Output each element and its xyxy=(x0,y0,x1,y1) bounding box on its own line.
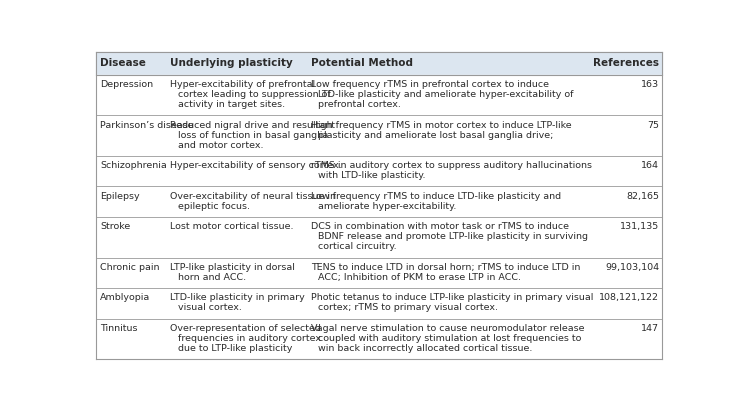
Text: Over-excitability of neural tissue in: Over-excitability of neural tissue in xyxy=(170,192,337,201)
Text: References: References xyxy=(593,58,659,68)
Text: Epilepsy: Epilepsy xyxy=(100,192,140,201)
Text: Hyper-excitability of sensory cortex.: Hyper-excitability of sensory cortex. xyxy=(170,161,342,170)
Text: Over-representation of selected: Over-representation of selected xyxy=(170,324,321,333)
Text: plasticity and ameliorate lost basal ganglia drive;: plasticity and ameliorate lost basal gan… xyxy=(318,131,554,140)
Text: 82,165: 82,165 xyxy=(626,192,659,201)
Text: Hyper-excitability of prefrontal: Hyper-excitability of prefrontal xyxy=(170,80,315,89)
Text: and motor cortex.: and motor cortex. xyxy=(178,141,263,150)
Bar xyxy=(96,156,662,187)
Bar xyxy=(96,52,662,75)
Text: 75: 75 xyxy=(647,121,659,129)
Text: epileptic focus.: epileptic focus. xyxy=(178,202,250,211)
Text: Vagal nerve stimulation to cause neuromodulator release: Vagal nerve stimulation to cause neuromo… xyxy=(311,324,584,333)
Bar xyxy=(96,75,662,115)
Bar xyxy=(96,319,662,359)
Text: Amblyopia: Amblyopia xyxy=(100,293,150,302)
Text: 164: 164 xyxy=(641,161,659,170)
Text: 163: 163 xyxy=(641,80,659,89)
Text: Tinnitus: Tinnitus xyxy=(100,324,138,333)
Text: Reduced nigral drive and resultant: Reduced nigral drive and resultant xyxy=(170,121,335,129)
Bar xyxy=(96,288,662,319)
Text: LTP-like plasticity in dorsal: LTP-like plasticity in dorsal xyxy=(170,263,295,272)
Text: BDNF release and promote LTP-like plasticity in surviving: BDNF release and promote LTP-like plasti… xyxy=(318,232,588,241)
Text: Parkinson’s disease: Parkinson’s disease xyxy=(100,121,194,129)
Text: Low frequency rTMS in prefrontal cortex to induce: Low frequency rTMS in prefrontal cortex … xyxy=(311,80,548,89)
Text: Stroke: Stroke xyxy=(100,222,130,231)
Text: cortex leading to suppression of: cortex leading to suppression of xyxy=(178,90,331,99)
Text: Lost motor cortical tissue.: Lost motor cortical tissue. xyxy=(170,222,294,231)
Text: 99,103,104: 99,103,104 xyxy=(605,263,659,272)
Text: DCS in combination with motor task or rTMS to induce: DCS in combination with motor task or rT… xyxy=(311,222,569,231)
Text: Photic tetanus to induce LTP-like plasticity in primary visual: Photic tetanus to induce LTP-like plasti… xyxy=(311,293,593,302)
Text: horn and ACC.: horn and ACC. xyxy=(178,273,246,282)
Text: 108,121,122: 108,121,122 xyxy=(599,293,659,302)
Text: Schizophrenia: Schizophrenia xyxy=(100,161,167,170)
Text: Chronic pain: Chronic pain xyxy=(100,263,160,272)
Text: LTD-like plasticity in primary: LTD-like plasticity in primary xyxy=(170,293,305,302)
Bar xyxy=(96,115,662,156)
Text: Depression: Depression xyxy=(100,80,153,89)
Text: visual cortex.: visual cortex. xyxy=(178,303,242,312)
Text: Potential Method: Potential Method xyxy=(311,58,413,68)
Text: 147: 147 xyxy=(641,324,659,333)
Bar xyxy=(96,217,662,258)
Text: Underlying plasticity: Underlying plasticity xyxy=(170,58,293,68)
Text: rTMS in auditory cortex to suppress auditory hallucinations: rTMS in auditory cortex to suppress audi… xyxy=(311,161,592,170)
Text: cortical circuitry.: cortical circuitry. xyxy=(318,242,397,251)
Bar xyxy=(96,187,662,217)
Text: cortex; rTMS to primary visual cortex.: cortex; rTMS to primary visual cortex. xyxy=(318,303,499,312)
Text: activity in target sites.: activity in target sites. xyxy=(178,100,286,109)
Text: ameliorate hyper-excitability.: ameliorate hyper-excitability. xyxy=(318,202,457,211)
Text: loss of function in basal ganglia: loss of function in basal ganglia xyxy=(178,131,329,140)
Text: 131,135: 131,135 xyxy=(620,222,659,231)
Text: with LTD-like plasticity.: with LTD-like plasticity. xyxy=(318,171,426,180)
Text: win back incorrectly allocated cortical tissue.: win back incorrectly allocated cortical … xyxy=(318,344,533,353)
Text: High frequency rTMS in motor cortex to induce LTP-like: High frequency rTMS in motor cortex to i… xyxy=(311,121,571,129)
Bar xyxy=(96,258,662,288)
Text: due to LTP-like plasticity: due to LTP-like plasticity xyxy=(178,344,292,353)
Text: frequencies in auditory cortex: frequencies in auditory cortex xyxy=(178,334,321,343)
Text: prefrontal cortex.: prefrontal cortex. xyxy=(318,100,401,109)
Text: Disease: Disease xyxy=(100,58,146,68)
Text: ACC; Inhibition of PKM to erase LTP in ACC.: ACC; Inhibition of PKM to erase LTP in A… xyxy=(318,273,522,282)
Text: LTD-like plasticity and ameliorate hyper-excitability of: LTD-like plasticity and ameliorate hyper… xyxy=(318,90,574,99)
Text: TENS to induce LTD in dorsal horn; rTMS to induce LTD in: TENS to induce LTD in dorsal horn; rTMS … xyxy=(311,263,580,272)
Text: Low frequency rTMS to induce LTD-like plasticity and: Low frequency rTMS to induce LTD-like pl… xyxy=(311,192,561,201)
Text: coupled with auditory stimulation at lost frequencies to: coupled with auditory stimulation at los… xyxy=(318,334,582,343)
